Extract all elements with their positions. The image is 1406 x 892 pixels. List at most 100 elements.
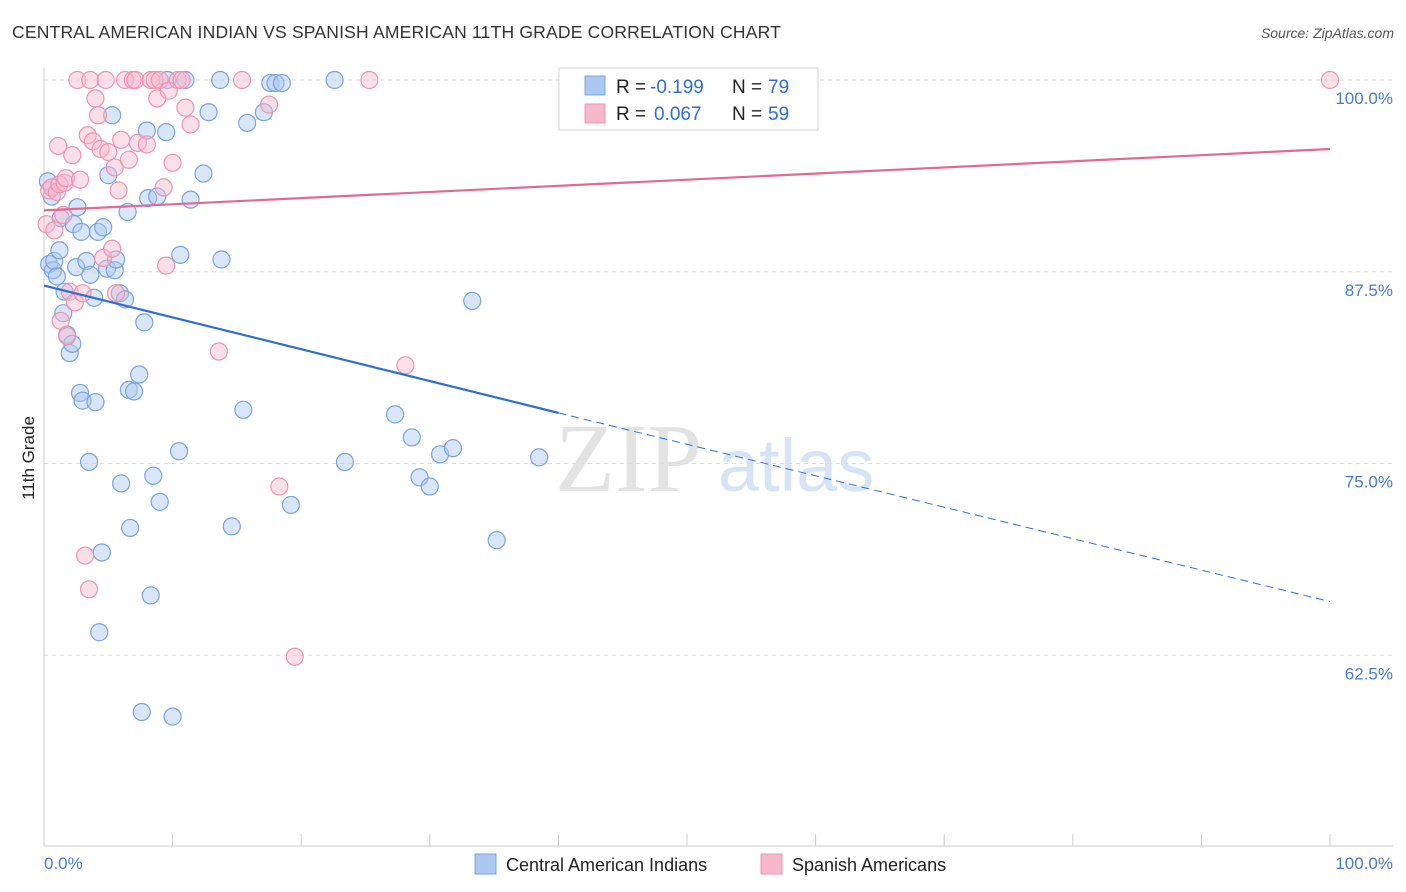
pink-point-11 bbox=[58, 327, 77, 346]
pink-point-27 bbox=[96, 70, 115, 90]
blue-point-51 bbox=[163, 707, 182, 726]
blue-point-75 bbox=[443, 439, 463, 458]
trend-line-pink bbox=[43, 147, 1331, 212]
pink-point-52 bbox=[209, 342, 228, 361]
legend-swatch-pink bbox=[584, 103, 606, 124]
chart-title: CENTRAL AMERICAN INDIAN VS SPANISH AMERI… bbox=[12, 22, 781, 42]
pink-point-41 bbox=[145, 70, 164, 90]
pink-point-3 bbox=[45, 221, 64, 240]
watermark-atlas: atlas bbox=[718, 424, 874, 507]
legend-r-value-blue: -0.199 bbox=[650, 77, 704, 98]
y-tick-labels: 62.5% 75.0% 87.5% 100.0% bbox=[1335, 89, 1393, 683]
pink-point-16 bbox=[70, 170, 90, 189]
blue-point-57 bbox=[199, 103, 218, 122]
trend-lines bbox=[43, 147, 1331, 603]
blue-point-23 bbox=[86, 393, 105, 412]
blue-point-40 bbox=[130, 365, 149, 384]
blue-point-39 bbox=[124, 382, 144, 401]
pink-point-59 bbox=[1320, 70, 1340, 90]
pink-point-51 bbox=[181, 115, 200, 134]
pink-point-21 bbox=[81, 70, 100, 90]
pink-point-5 bbox=[49, 136, 68, 156]
pink-point-50 bbox=[176, 98, 195, 117]
blue-point-27 bbox=[94, 218, 113, 237]
pink-point-48 bbox=[168, 70, 187, 90]
blue-point-71 bbox=[402, 428, 421, 447]
blue-point-78 bbox=[530, 448, 549, 467]
pink-point-54 bbox=[259, 95, 279, 114]
pink-point-13 bbox=[63, 146, 82, 165]
y-tick-label-100: 100.0% bbox=[1335, 89, 1393, 108]
pink-point-47 bbox=[163, 153, 182, 172]
pink-point-57 bbox=[360, 70, 379, 90]
blue-point-21 bbox=[81, 265, 100, 284]
blue-point-69 bbox=[335, 452, 355, 472]
blue-point-20 bbox=[79, 452, 99, 472]
blue-point-25 bbox=[90, 623, 109, 642]
pink-point-53 bbox=[232, 70, 252, 90]
chart-source: Source: ZipAtlas.com bbox=[1260, 25, 1394, 41]
blue-point-6 bbox=[50, 241, 69, 260]
pink-point-7 bbox=[51, 311, 70, 330]
blue-point-4 bbox=[45, 251, 64, 271]
pink-point-23 bbox=[86, 89, 105, 108]
blue-point-73 bbox=[420, 477, 439, 496]
blue-point-70 bbox=[385, 405, 405, 424]
blue-point-49 bbox=[157, 123, 176, 142]
pink-point-28 bbox=[99, 142, 118, 162]
pink-point-1 bbox=[40, 181, 59, 200]
pink-point-34 bbox=[115, 70, 135, 90]
blue-point-55 bbox=[181, 190, 200, 209]
blue-point-42 bbox=[135, 313, 154, 332]
blue-point-48 bbox=[150, 492, 169, 511]
legend-r-value-pink: 0.067 bbox=[654, 104, 702, 125]
pink-point-33 bbox=[112, 130, 131, 149]
blue-point-38 bbox=[121, 518, 140, 538]
series-legend-swatch-blue[interactable] bbox=[474, 853, 497, 875]
blue-point-41 bbox=[132, 702, 151, 722]
watermark-zip: ZIP bbox=[555, 405, 702, 513]
pink-point-32 bbox=[109, 181, 128, 200]
blue-point-56 bbox=[194, 164, 213, 183]
pink-point-24 bbox=[88, 106, 108, 125]
blue-point-43 bbox=[137, 121, 156, 140]
x-tick-label-min: 0.0% bbox=[44, 854, 83, 873]
y-tick-label-87.5: 87.5% bbox=[1345, 281, 1393, 300]
trend-line-blue-solid bbox=[43, 284, 559, 414]
series-legend-swatch-pink[interactable] bbox=[760, 853, 783, 875]
blue-point-52 bbox=[169, 442, 189, 461]
blue-point-65 bbox=[266, 73, 285, 93]
x-tick-label-max: 100.0% bbox=[1335, 854, 1393, 873]
blue-point-59 bbox=[212, 250, 231, 269]
blue-point-67 bbox=[281, 495, 301, 515]
legend-n-value-pink: 59 bbox=[768, 104, 789, 125]
blue-point-45 bbox=[141, 586, 160, 605]
blue-point-30 bbox=[103, 106, 122, 125]
legend-r-label-pink: R = bbox=[616, 104, 646, 125]
grid-lines bbox=[44, 79, 1393, 656]
blue-point-5 bbox=[47, 267, 66, 286]
pink-point-22 bbox=[83, 132, 102, 151]
series-legend-label-blue[interactable]: Central American Indians bbox=[506, 855, 707, 875]
legend-n-label-pink: N = bbox=[732, 104, 762, 125]
pink-point-31 bbox=[106, 284, 126, 303]
pink-point-44 bbox=[154, 178, 173, 197]
series-central-american-indians bbox=[38, 70, 549, 726]
blue-point-17 bbox=[72, 222, 91, 241]
trend-line-blue-dashed bbox=[558, 412, 1331, 603]
series-legend-label-pink[interactable]: Spanish Americans bbox=[792, 855, 946, 875]
legend-n-value-blue: 79 bbox=[768, 77, 789, 98]
pink-point-45 bbox=[157, 256, 176, 275]
blue-point-26 bbox=[92, 543, 111, 562]
blue-point-53 bbox=[171, 245, 190, 264]
pink-point-39 bbox=[137, 135, 156, 154]
pink-point-38 bbox=[128, 133, 147, 152]
pink-point-35 bbox=[119, 150, 138, 169]
pink-point-29 bbox=[103, 239, 122, 258]
pink-point-58 bbox=[396, 356, 415, 375]
blue-point-66 bbox=[272, 73, 292, 93]
y-axis-label: 11th Grade bbox=[19, 416, 38, 500]
pink-point-20 bbox=[79, 580, 99, 599]
x-tick-marks bbox=[43, 834, 1331, 846]
